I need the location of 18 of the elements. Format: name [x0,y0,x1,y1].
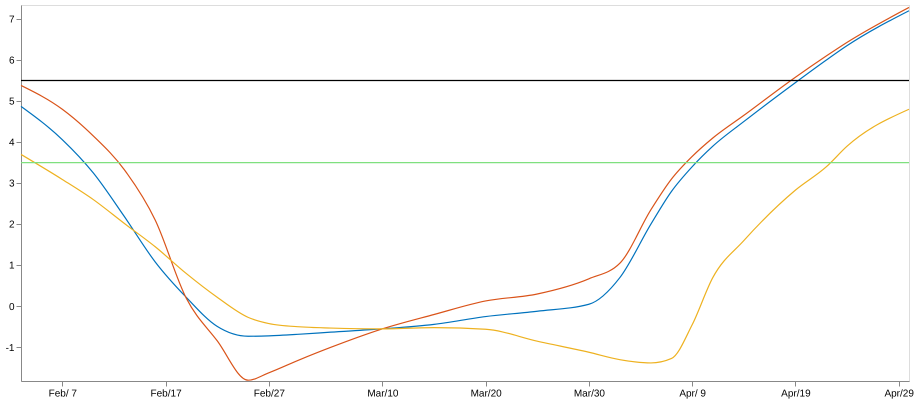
x-tick-label: Mar/10 [367,388,399,400]
x-tick-label: Mar/30 [574,388,606,400]
x-tick-label: Apr/ 9 [679,388,706,400]
x-tick-label: Feb/27 [254,388,286,400]
y-tick-label: 7 [8,14,15,26]
y-tick-label: 5 [8,96,15,108]
x-tick-label: Feb/17 [150,388,182,400]
x-tick-label: Feb/ 7 [48,388,78,400]
y-tick-label: 3 [8,178,15,190]
y-tick-label: 6 [8,56,15,67]
y-tick-label: 0 [8,302,15,313]
x-tick-label: Mar/20 [470,388,502,400]
x-tick-label: Apr/19 [781,388,812,400]
y-tick-label: -1 [6,342,15,354]
x-tick-label: Apr/29 [884,388,914,400]
y-tick-label: 1 [8,260,15,272]
y-tick-label: 4 [8,138,15,149]
y-tick-label: 2 [8,220,15,231]
